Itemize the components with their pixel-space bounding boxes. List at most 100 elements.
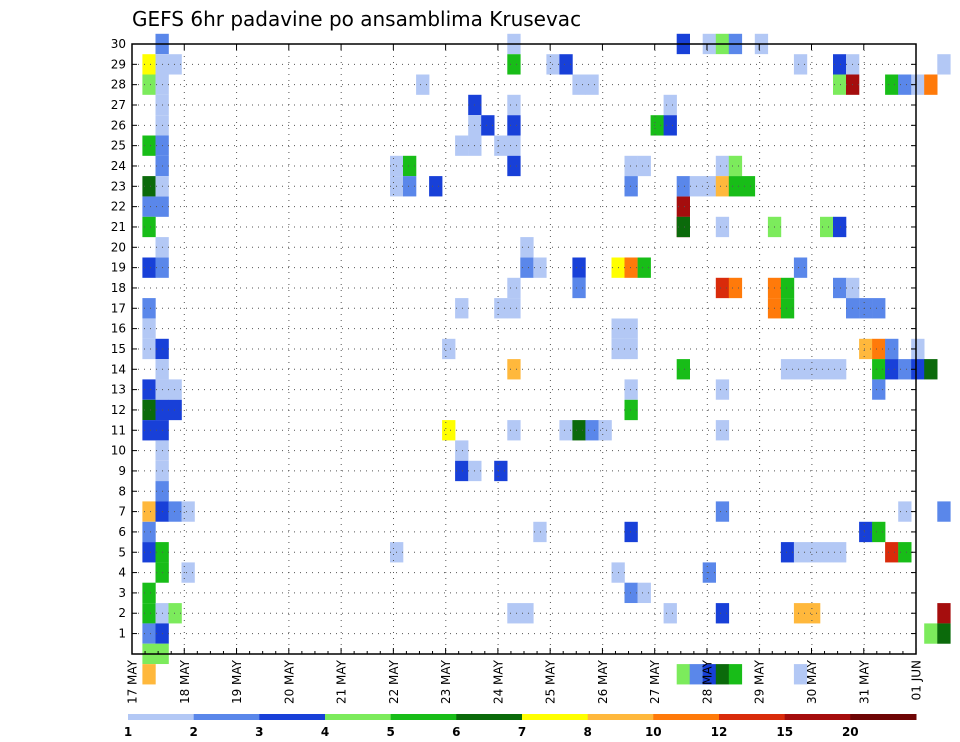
heatmap-cell: [168, 399, 182, 421]
heatmap-cell: [559, 54, 573, 75]
heatmap-cell: [728, 155, 743, 177]
heatmap-cell: [872, 298, 886, 319]
legend-swatch: [390, 714, 457, 720]
heatmap-cell: [650, 115, 664, 136]
legend-label: 2: [190, 725, 198, 739]
legend-label: 4: [321, 725, 329, 739]
heatmap-cell: [793, 542, 808, 563]
x-tick-label: 24 MAY: [491, 659, 505, 704]
heatmap-cell: [728, 277, 743, 299]
x-tick-label: 18 MAY: [178, 659, 192, 704]
heatmap-cell: [572, 420, 586, 441]
heatmap-cell: [898, 74, 912, 95]
x-tick-label: 19 MAY: [230, 659, 244, 704]
heatmap-cell: [872, 338, 886, 360]
heatmap-cell: [142, 623, 156, 644]
legend-label: 8: [584, 725, 592, 739]
x-tick-label: 22 MAY: [387, 659, 401, 704]
heatmap-cell: [715, 176, 730, 197]
heatmap-cell: [507, 115, 521, 136]
heatmap-cell: [494, 298, 508, 319]
y-tick-label: 10: [111, 444, 126, 458]
heatmap-cell: [715, 379, 730, 400]
heatmap-cell: [507, 277, 521, 299]
heatmap-cell: [168, 603, 182, 624]
y-tick-label: 9: [118, 464, 126, 478]
x-tick-label: 30 MAY: [805, 659, 819, 704]
heatmap-cell: [833, 359, 847, 380]
heatmap-cell: [624, 176, 638, 197]
legend-swatch: [522, 714, 589, 720]
heatmap-cell: [702, 664, 716, 685]
x-tick-label: 21 MAY: [335, 659, 349, 704]
heatmap-cell: [859, 298, 873, 319]
legend-swatch: [587, 714, 654, 720]
heatmap-cell: [507, 54, 521, 75]
y-tick-label: 15: [111, 342, 126, 356]
x-tick-label: 01 JUN: [910, 660, 924, 700]
x-tick-label: 20 MAY: [282, 659, 296, 704]
heatmap-cell: [142, 521, 156, 543]
heatmap-cell: [142, 542, 156, 563]
y-tick-label: 22: [111, 200, 126, 214]
heatmap-cell: [924, 74, 938, 95]
y-tick-label: 12: [111, 403, 126, 417]
heatmap-cell: [455, 440, 469, 461]
heatmap-cell: [793, 257, 808, 278]
heatmap-cell: [820, 542, 834, 563]
legend-label: 7: [518, 725, 526, 739]
heatmap-cell: [494, 135, 508, 156]
y-tick-label: 27: [111, 98, 126, 112]
heatmap-cell: [780, 359, 795, 380]
heatmap-cell: [142, 399, 156, 421]
heatmap-cell: [442, 420, 456, 441]
heatmap-cell: [911, 359, 925, 380]
y-tick-label: 19: [111, 261, 126, 275]
heatmap-cell: [833, 542, 847, 563]
heatmap-cell: [507, 94, 521, 116]
y-tick-label: 26: [111, 118, 126, 132]
heatmap-cell: [833, 54, 847, 75]
legend-label: 5: [387, 725, 395, 739]
y-axis: 1234567891011121314151617181920212223242…: [111, 37, 916, 641]
legend-swatch: [128, 714, 195, 720]
heatmap-cell: [442, 338, 456, 360]
heatmap-cell: [520, 237, 534, 258]
y-tick-label: 29: [111, 57, 126, 71]
legend-label: 1: [124, 725, 132, 739]
heatmap-cell: [624, 318, 638, 339]
heatmap-cell: [494, 460, 508, 482]
heatmap-cell: [833, 277, 847, 299]
heatmap-cell: [663, 94, 677, 116]
heatmap-cell: [624, 257, 638, 278]
legend-label: 12: [711, 725, 728, 739]
heatmap-cell: [676, 196, 690, 217]
heatmap-cell: [885, 74, 899, 95]
y-tick-label: 28: [111, 78, 126, 92]
heatmap-cell: [142, 420, 156, 441]
legend-swatch: [456, 714, 523, 720]
heatmap-cell: [924, 359, 938, 380]
heatmap-cell: [859, 338, 873, 360]
x-tick-label: 31 MAY: [857, 659, 871, 704]
heatmap-cell: [142, 176, 156, 197]
heatmap-cell: [885, 542, 899, 563]
heatmap-cell: [142, 74, 156, 95]
heatmap-cell: [142, 664, 156, 685]
heatmap-cell: [715, 277, 730, 299]
heatmap-cell: [403, 155, 417, 177]
heatmap-cell: [624, 521, 638, 543]
color-legend: 1 2 3 4 5 6 7 8 10 12 15 20: [124, 714, 917, 739]
x-tick-label: 28 MAY: [700, 659, 714, 704]
legend-label: 20: [842, 725, 859, 739]
heatmap-cell: [572, 74, 586, 95]
heatmap-cell: [807, 542, 821, 563]
heatmap-cell: [585, 74, 599, 95]
heatmap-cell: [898, 542, 912, 563]
heatmap-cell: [715, 420, 730, 441]
y-tick-label: 1: [118, 627, 126, 641]
heatmap-cell: [715, 501, 730, 522]
heatmap-cell: [937, 603, 951, 624]
heatmap-cell: [507, 359, 521, 380]
